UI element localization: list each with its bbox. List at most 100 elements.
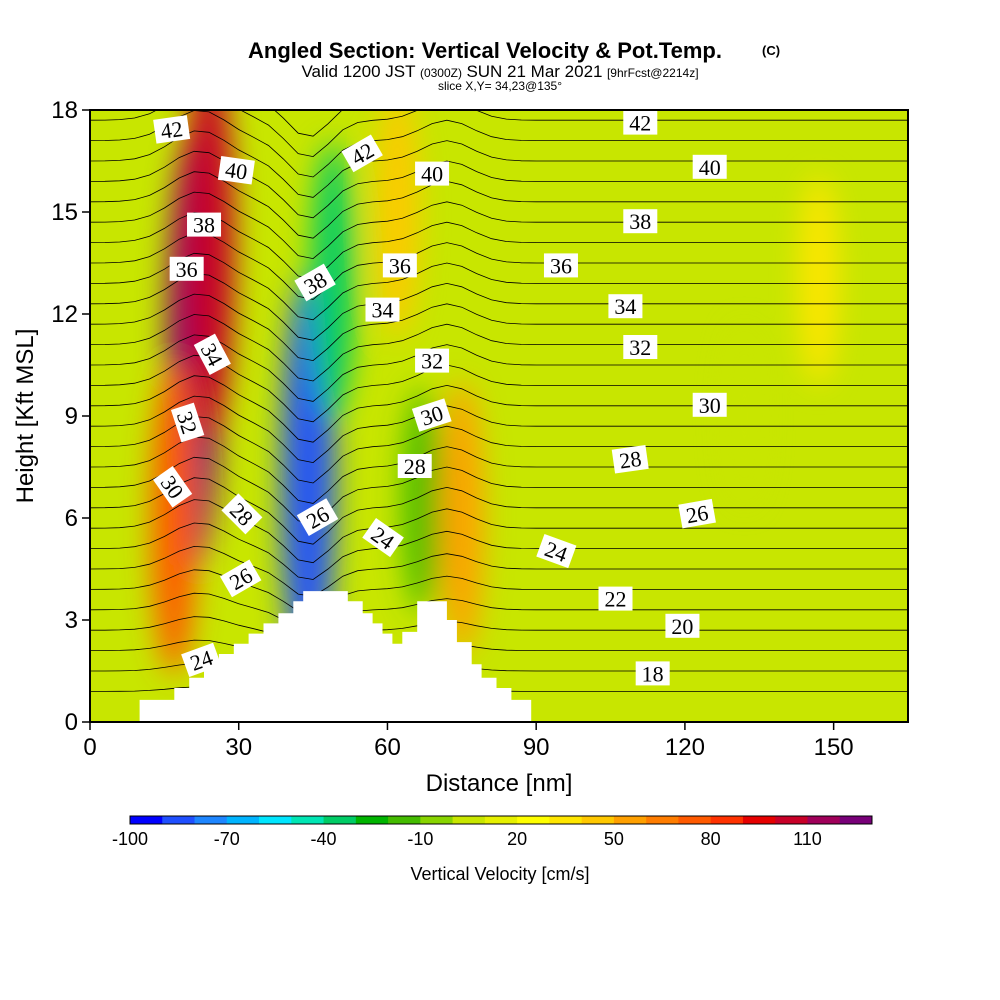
theta-label: 38: [623, 209, 658, 234]
colorbar-swatch: [742, 816, 776, 824]
slice-info: slice X,Y= 34,23@135°: [438, 79, 562, 93]
colorbar-swatch: [420, 816, 454, 824]
theta-contour: [90, 354, 908, 423]
theta-contour: [90, 436, 908, 504]
theta-label-text: 30: [699, 393, 721, 418]
theta-contour: [90, 252, 908, 321]
theta-label-text: 34: [371, 298, 393, 323]
colorbar-tick-label: -100: [112, 829, 148, 849]
colorbar-frame: [129, 815, 873, 825]
colorbar-tick-label: -70: [214, 829, 240, 849]
colorbar-tick-label: 110: [793, 829, 822, 849]
theta-label-box: [623, 110, 658, 135]
theta-label-text: 32: [629, 335, 651, 360]
colorbar-swatch: [517, 816, 550, 824]
y-tick-label: 6: [65, 505, 78, 532]
theta-label-box: [536, 533, 577, 569]
colorbar-swatch: [355, 816, 389, 824]
x-tick-label: 0: [83, 734, 96, 761]
theta-contour: [90, 592, 908, 631]
theta-contour: [90, 639, 908, 664]
theta-label-text: 34: [614, 294, 636, 319]
theta-label-text: 22: [605, 587, 627, 612]
y-tick-label: 18: [51, 97, 78, 124]
colorbar-swatch: [613, 816, 647, 824]
theta-label-box: [692, 154, 727, 179]
theta-label-text: 42: [159, 116, 184, 144]
colorbar-tick-label: 50: [604, 829, 624, 849]
theta-label-text: 36: [176, 257, 198, 282]
theta-contour: [90, 395, 908, 464]
theta-label-text: 32: [421, 349, 443, 374]
theta-label-text: 40: [421, 162, 443, 187]
theta-label-box: [543, 253, 578, 278]
colorbar-swatch: [323, 816, 357, 824]
valid-time-line: Valid 1200 JST (0300Z) SUN 21 Mar 2021 […: [301, 62, 698, 81]
velocity-feature: [725, 325, 764, 507]
theta-label-text: 36: [389, 253, 411, 278]
colorbar-swatch: [807, 816, 841, 824]
theta-label: 32: [415, 348, 450, 374]
colorbar-swatch: [678, 816, 712, 824]
theta-label: 40: [692, 154, 727, 180]
theta-contour: [90, 416, 908, 484]
colorbar-swatch: [130, 816, 163, 824]
theta-label-box: [153, 466, 193, 508]
y-tick-label: 0: [65, 709, 78, 736]
theta-contour: [90, 334, 908, 402]
theta-label: 42: [623, 110, 658, 136]
colorbar-swatch: [775, 816, 808, 824]
theta-label: 36: [169, 256, 204, 282]
theta-label-box: [411, 398, 452, 432]
colorbar-swatch: [194, 816, 228, 824]
theta-label: 30: [692, 392, 727, 418]
theta-label: 34: [608, 294, 643, 319]
colorbar-swatch: [484, 816, 518, 824]
theta-label-box: [341, 134, 383, 173]
forecast-tag: [9hrFcst@2214z]: [607, 66, 699, 80]
theta-label: 40: [415, 161, 450, 187]
theta-label-text: 28: [404, 454, 426, 479]
theta-label: 40: [217, 155, 255, 185]
theta-contour: [90, 456, 908, 525]
valid-utc: (0300Z): [420, 66, 462, 80]
x-tick-label: 120: [665, 734, 705, 761]
theta-label: 28: [397, 454, 432, 479]
theta-contour: [90, 522, 908, 580]
theta-contour: [90, 616, 908, 648]
colorbar-tick-label: 20: [507, 829, 527, 849]
x-tick-label: 60: [374, 734, 401, 761]
theta-label: 42: [153, 115, 191, 144]
colorbar-tick-label: -10: [407, 829, 433, 849]
theta-label-box: [181, 642, 222, 677]
theta-contour: [90, 171, 908, 239]
theta-contour: [90, 273, 908, 341]
valid-prefix: Valid 1200 JST: [301, 62, 415, 81]
y-tick-label: 15: [51, 199, 78, 226]
theta-label-text: 26: [684, 500, 710, 528]
colorbar-tick-label: 80: [701, 829, 721, 849]
theta-label-box: [415, 348, 450, 373]
theta-label-text: 36: [550, 253, 572, 278]
theta-contour: [90, 375, 908, 443]
theta-label: 38: [187, 212, 222, 238]
plot-area: 4240383634323028262442403836343230282624…: [90, 110, 908, 722]
y-tick-label: 12: [51, 301, 78, 328]
theta-label-box: [169, 256, 204, 281]
theta-label: 32: [623, 335, 658, 360]
x-tick-label: 30: [225, 734, 252, 761]
theta-label-box: [623, 335, 658, 359]
theta-contour: [90, 191, 908, 260]
colorbar-swatch: [549, 816, 583, 824]
theta-label-text: 18: [642, 661, 664, 686]
theta-label-box: [665, 613, 700, 638]
colorbar-swatch: [226, 816, 260, 824]
theta-label-box: [217, 155, 255, 185]
colorbar-swatch: [291, 816, 325, 824]
theta-label-box: [193, 333, 231, 375]
colorbar-swatch: [710, 816, 744, 824]
y-tick-label: 3: [65, 607, 78, 634]
theta-label: 18: [635, 661, 670, 686]
colorbar-swatch: [646, 816, 679, 824]
